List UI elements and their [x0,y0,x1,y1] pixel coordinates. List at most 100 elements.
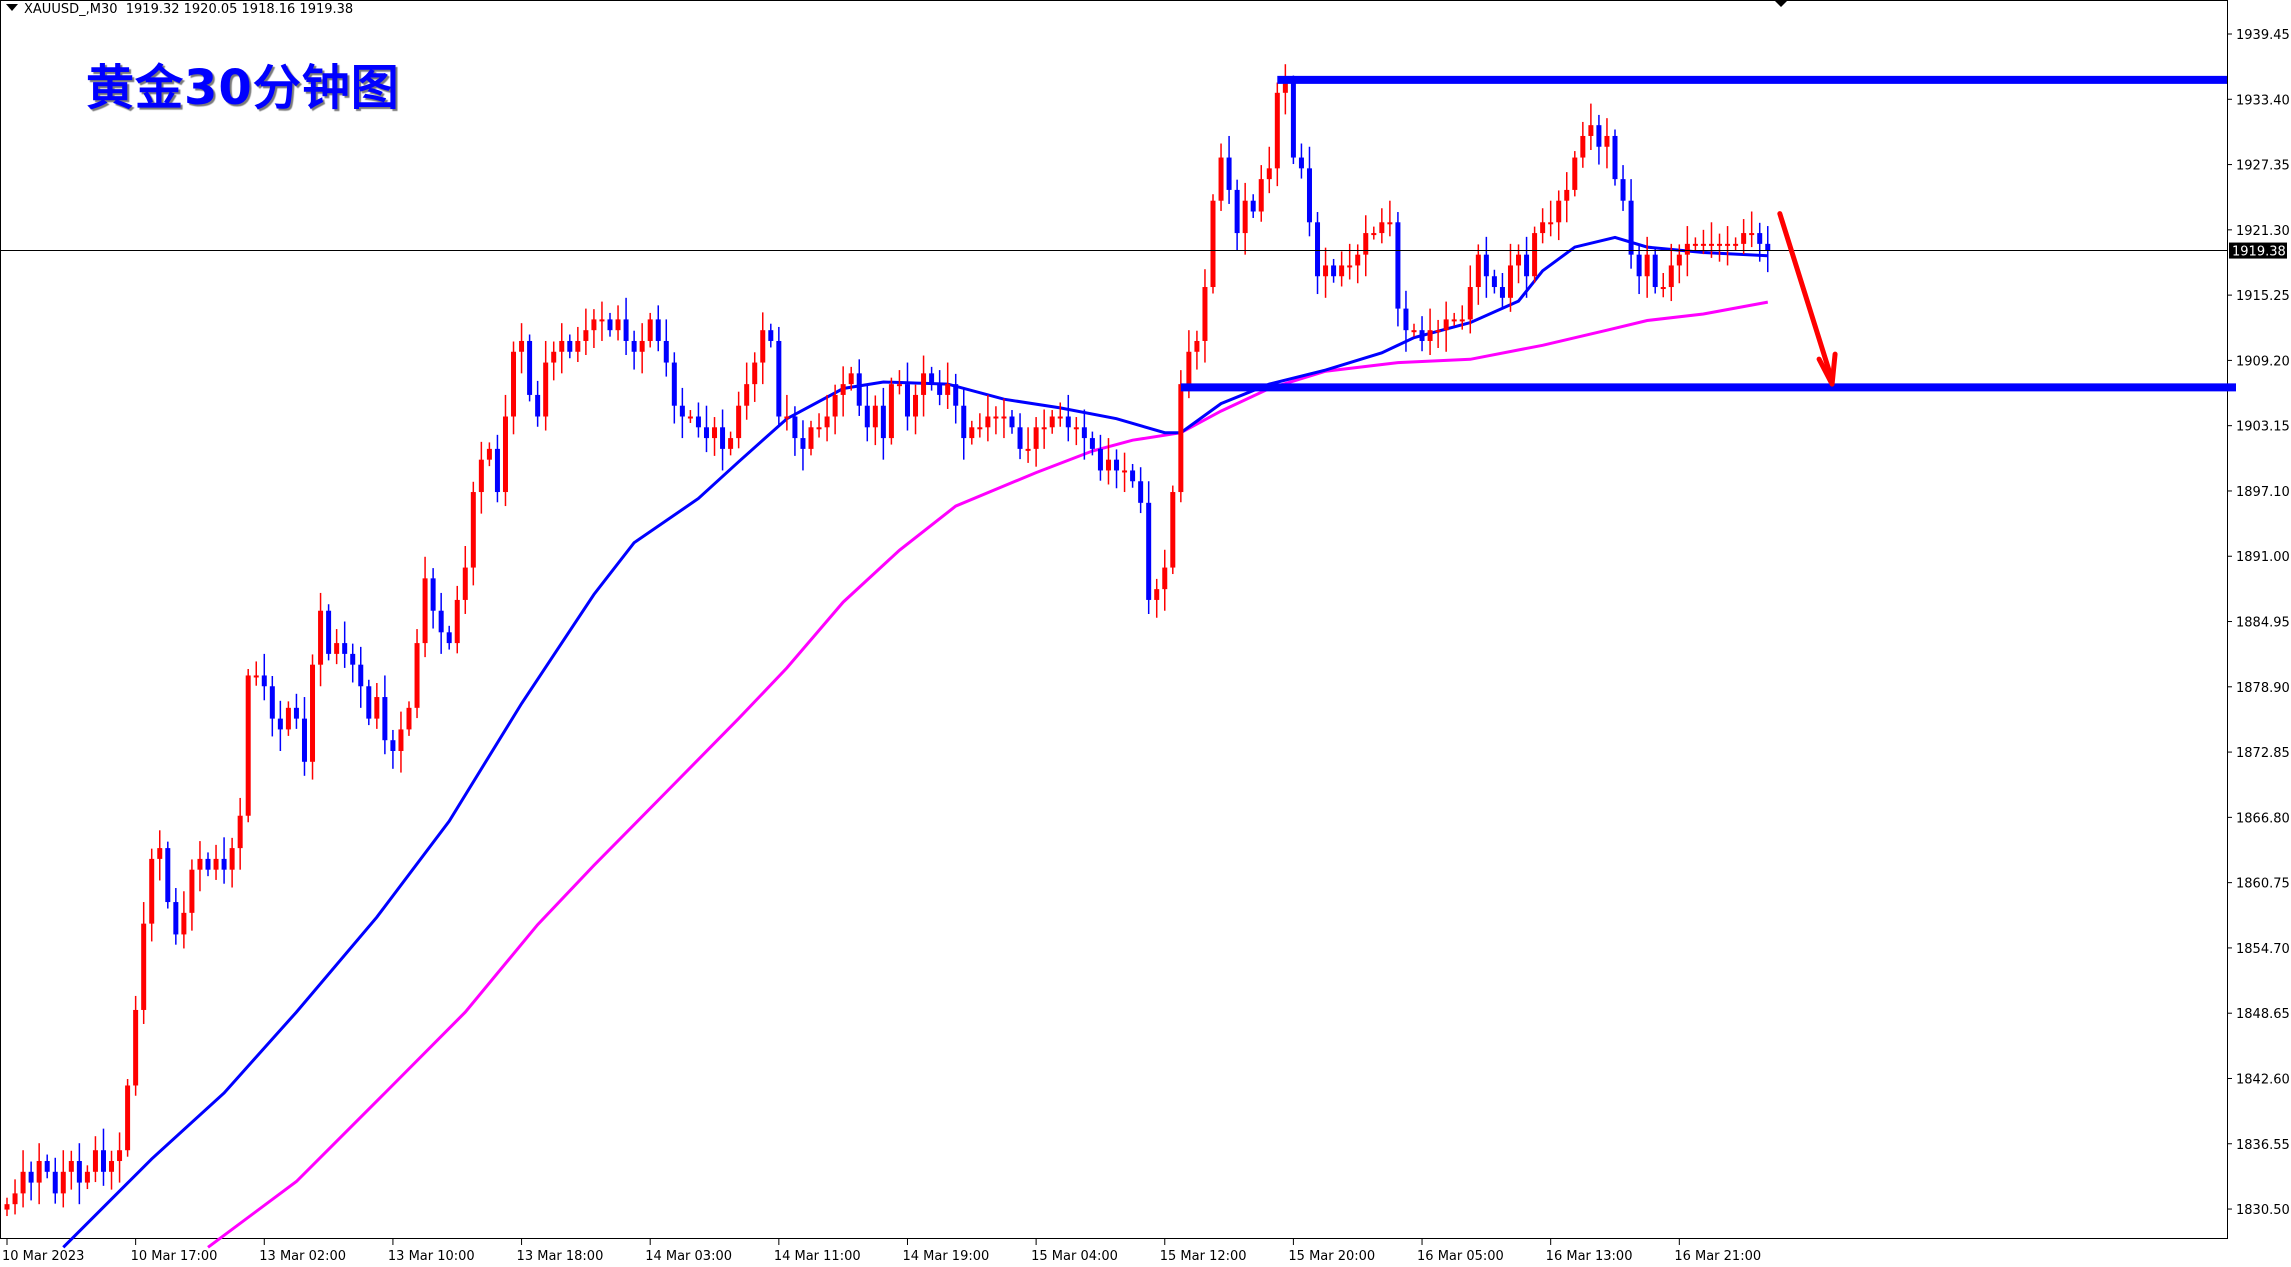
candle [591,309,597,348]
candle-body [937,384,943,395]
candle [374,683,380,729]
candle [462,545,468,614]
candle [1009,410,1015,434]
candle [1524,236,1530,298]
candle-body [977,427,983,430]
candle [1692,237,1698,251]
candle [615,305,621,341]
candle-body [647,319,653,341]
candle [52,1157,58,1204]
candle [125,1079,131,1157]
candle-body [583,330,589,341]
candle-body [213,858,219,870]
candle-body [808,427,814,449]
candle-body [824,416,830,428]
candle [1274,82,1280,187]
time-tick-label: 14 Mar 11:00 [774,1249,861,1264]
time-tick-label: 16 Mar 05:00 [1417,1249,1504,1264]
candle [157,830,163,881]
candle [334,629,340,665]
candle [1684,226,1690,277]
candle [856,359,862,416]
candle-body [1733,243,1739,246]
price-tick-label: 1884.95 [2236,616,2290,631]
candle [1596,114,1602,165]
candle-body [720,427,726,449]
candle [1741,219,1747,255]
candle-body [245,675,251,816]
candle [502,394,508,507]
down-arrow-icon[interactable] [1777,211,1838,387]
candle [237,797,243,870]
candle [1395,212,1401,327]
candle [792,406,798,456]
candle [358,646,364,708]
candle-body [1379,222,1385,234]
candle [100,1128,106,1186]
candle-body [1507,265,1513,298]
candle [832,384,838,435]
dropdown-triangle-icon[interactable] [6,4,18,11]
candle-body [470,492,476,568]
candle [454,585,460,654]
candle-body [52,1171,58,1194]
candle [712,417,718,456]
candle-body [1620,179,1626,201]
candle [1323,247,1329,298]
candle-body [1540,222,1546,234]
time-tick-label: 13 Mar 10:00 [388,1249,475,1264]
candle [366,679,372,726]
candle-body [953,384,959,406]
candle-body [551,351,557,363]
candle-body [535,394,541,417]
candle [422,556,428,658]
candle-body [591,319,597,331]
candle-body [277,718,283,730]
candle-body [350,653,356,665]
candle-body [1483,254,1489,277]
candle-body [1684,243,1690,255]
candle [929,366,935,391]
candle [728,431,734,456]
candle-body [1339,265,1345,277]
candle [205,852,211,877]
candle [310,654,316,780]
candle-body [438,610,444,633]
candle-body [1419,330,1425,341]
candle [486,442,492,467]
candle [92,1136,98,1183]
time-tick-label: 13 Mar 18:00 [517,1249,604,1264]
candle [1668,243,1674,302]
candle [736,391,742,449]
candle [744,362,750,420]
candle-body [864,405,870,428]
candle-body [703,427,709,439]
candle [1427,308,1433,356]
candle-body [189,869,195,913]
candle-body [502,416,508,493]
candle-body [60,1171,66,1194]
candle [1540,208,1546,244]
plot-area [0,0,2228,1239]
candle [382,675,388,755]
candle-body [221,858,227,870]
candle [1089,431,1095,456]
candle-body [945,384,951,395]
candle-body [1491,276,1497,288]
candle [1765,226,1771,273]
candle [1467,265,1473,334]
chart-shift-marker-icon [1774,0,1788,7]
candle [663,319,669,377]
candle [1210,194,1216,294]
level-lines[interactable] [1180,75,2236,392]
candle [1073,417,1079,446]
candle-body [342,643,348,654]
candle-body [993,416,999,419]
candle-body [1258,179,1264,212]
ma-slow-line [207,300,1769,1249]
candle [1298,143,1304,179]
candle [655,305,661,352]
candle-body [1226,157,1232,190]
candle [808,420,814,456]
